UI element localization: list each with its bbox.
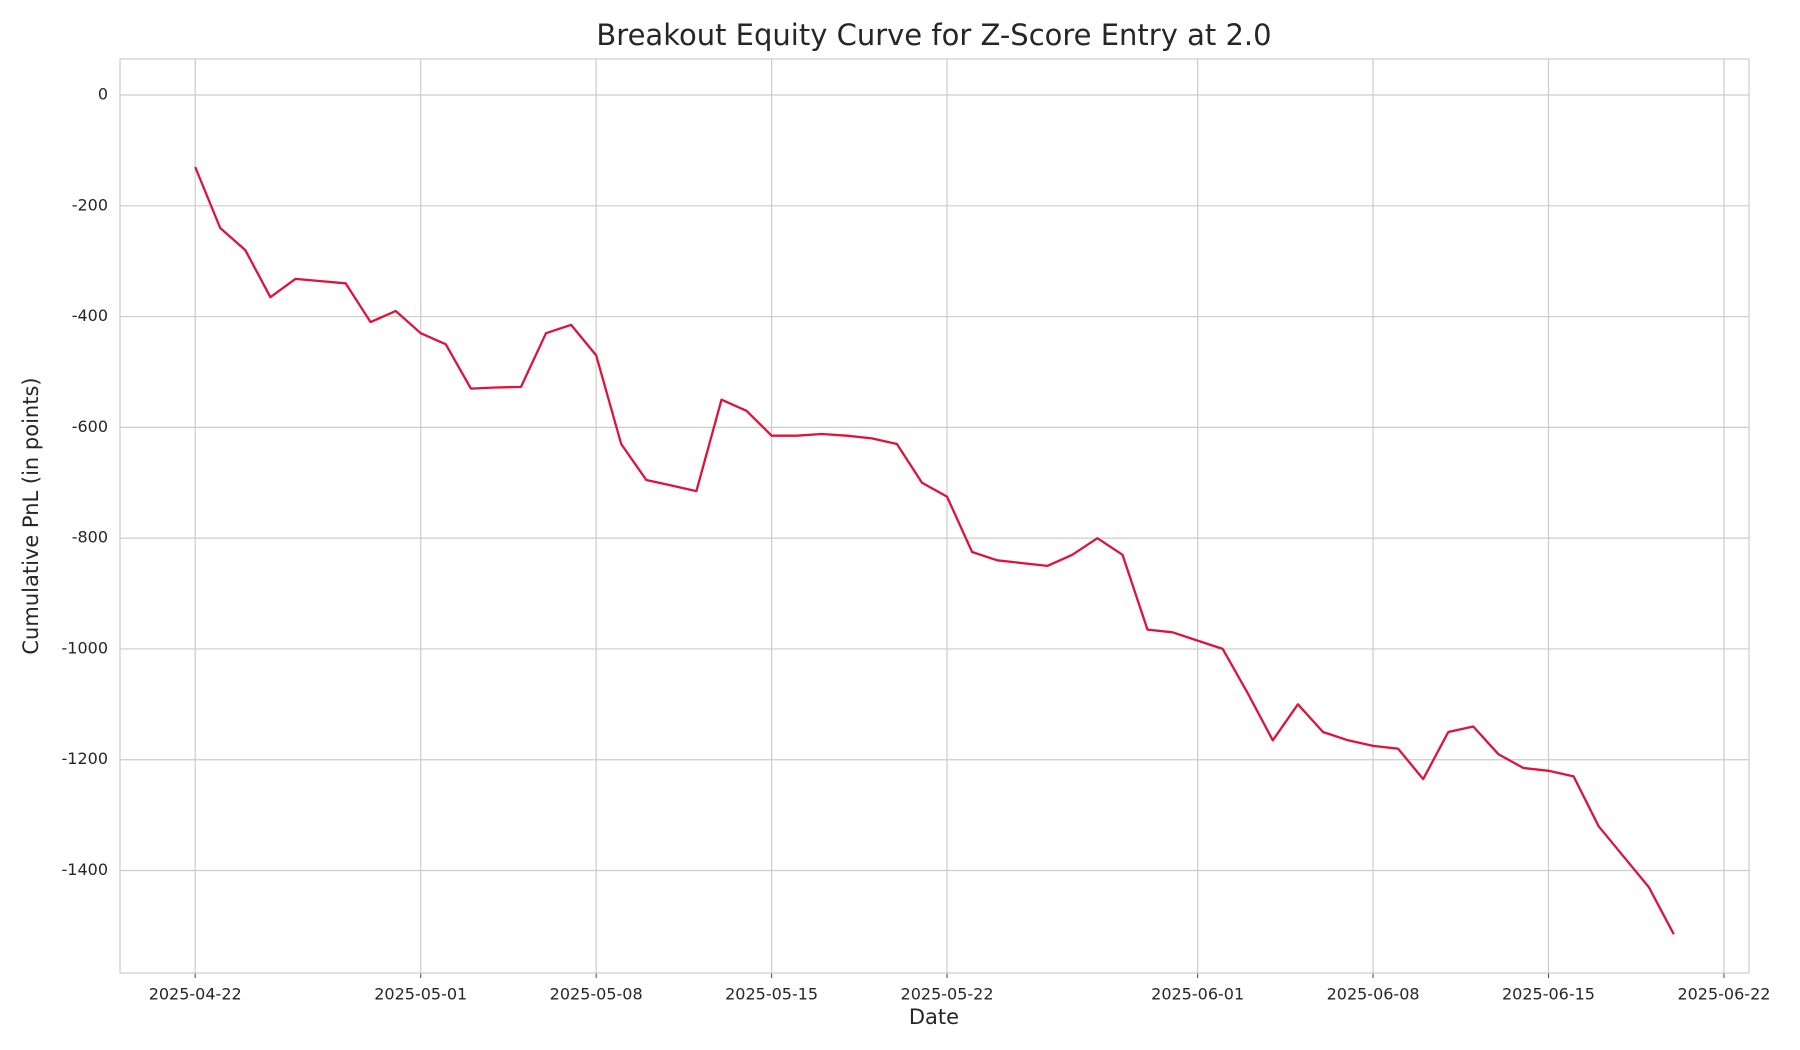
x-axis-label: Date: [909, 1005, 959, 1029]
x-tick-label: 2025-05-15: [725, 985, 818, 1004]
y-tick-label: -800: [72, 528, 108, 547]
y-tick-label: -200: [72, 195, 108, 214]
y-tick-label: -1400: [62, 860, 109, 879]
equity-line: [194, 166, 1675, 935]
x-tick-label: 2025-05-01: [374, 985, 467, 1004]
x-tick-label: 2025-05-22: [901, 985, 994, 1004]
plot-frame: [119, 58, 1750, 974]
y-tick-label: -400: [72, 306, 108, 325]
y-tick-label: -1000: [62, 638, 109, 657]
x-tick-label: 2025-04-22: [149, 985, 242, 1004]
y-axis-label: Cumulative PnL (in points): [19, 377, 43, 654]
y-tick-label: 0: [98, 85, 108, 104]
x-tick-label: 2025-06-01: [1151, 985, 1244, 1004]
y-tick-label: -1200: [62, 749, 109, 768]
chart-title: Breakout Equity Curve for Z-Score Entry …: [596, 18, 1271, 52]
x-tick-label: 2025-06-22: [1677, 985, 1770, 1004]
x-tick-label: 2025-06-08: [1327, 985, 1420, 1004]
y-tick-label: -600: [72, 417, 108, 436]
x-tick-label: 2025-06-15: [1502, 985, 1595, 1004]
x-tick-label: 2025-05-08: [550, 985, 643, 1004]
